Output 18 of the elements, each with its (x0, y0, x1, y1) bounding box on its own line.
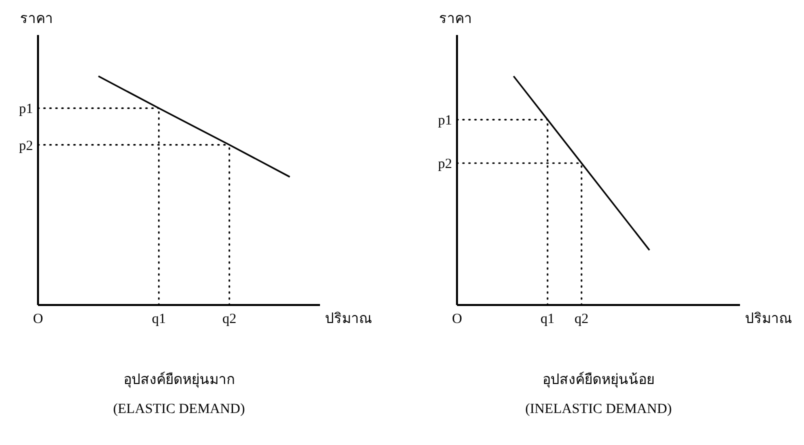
x-tick-label: O (32, 312, 44, 327)
ref-line-label: p1 (438, 114, 452, 129)
x-tick-label: q2 (222, 312, 236, 327)
ref-line-label: p2 (438, 157, 452, 172)
text: อุปสงค์ยืดหยุ่นน้อย (542, 370, 656, 390)
x-axis-title: ปริมาณ (745, 312, 792, 327)
x-tick-label: q1 (540, 312, 555, 327)
x-tick-label: q1 (152, 312, 166, 327)
text: อุปสงค์ยืดหยุ่นมาก (122, 370, 236, 390)
ref-line-label: p1 (19, 102, 33, 118)
text: (ELASTIC DEMAND) (112, 402, 246, 418)
text: (INELASTIC DEMAND) (524, 402, 673, 418)
y-axis-title: ราคา (20, 12, 53, 27)
x-axis-title: ปริมาณ (325, 312, 372, 327)
ref-line-label: p2 (19, 138, 33, 154)
x-tick-label: O (452, 312, 462, 327)
x-tick-label: q2 (574, 312, 589, 327)
y-axis-title: ราคา (439, 12, 472, 27)
